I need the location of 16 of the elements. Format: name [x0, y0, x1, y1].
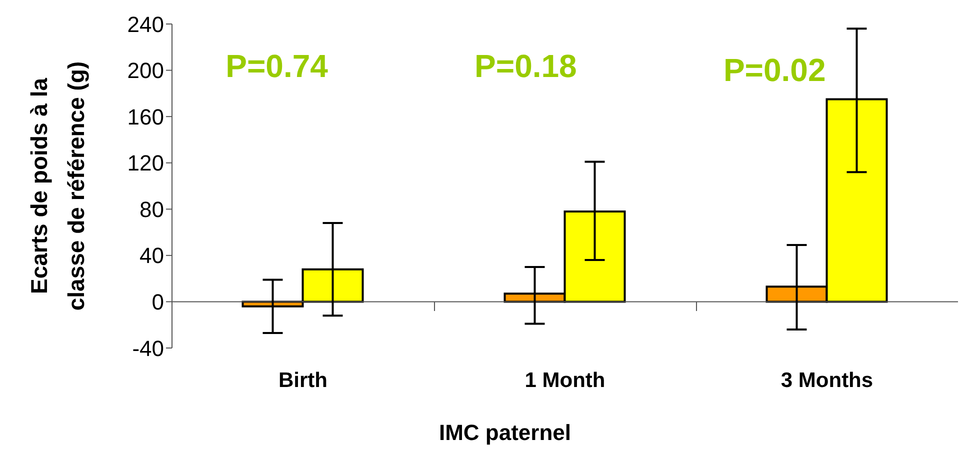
x-tick-label: Birth — [278, 368, 328, 392]
y-axis-title: Ecarts de poids à la classe de référence (g) — [25, 61, 90, 311]
y-tick-label: -40 — [132, 336, 164, 361]
x-tick-label: 3 Months — [780, 368, 874, 392]
annotation: P=0.74 — [224, 48, 329, 85]
y-tick-label: 120 — [127, 150, 164, 176]
x-axis-title: IMC paternel — [438, 420, 572, 445]
y-tick-label: 80 — [140, 196, 164, 222]
x-tick-label: 1 Month — [524, 368, 606, 392]
annotation: P=0.18 — [474, 48, 578, 85]
y-tick-label: 240 — [127, 12, 164, 37]
y-tick-label: 200 — [127, 58, 164, 84]
y-tick-label: 160 — [127, 104, 164, 130]
y-tick-label: 0 — [152, 290, 164, 315]
y-tick-label: 40 — [140, 243, 164, 268]
annotation: P=0.02 — [722, 52, 827, 89]
